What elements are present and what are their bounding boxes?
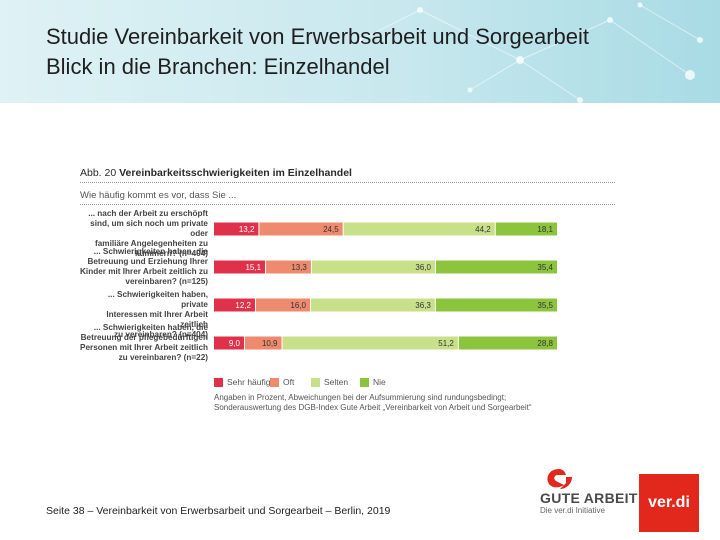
row-label-line: ... Schwierigkeiten haben, die xyxy=(93,323,208,332)
row-label-line: Betreuung der pflegebedürftigen xyxy=(80,333,208,342)
page-title: Studie Vereinbarkeit von Erwerbsarbeit u… xyxy=(46,24,589,49)
note-line: Sonderauswertung des DGB-Index Gute Arbe… xyxy=(214,403,532,412)
row-label-line: sind, um sich noch um private oder xyxy=(90,219,208,238)
bar-segment xyxy=(435,260,557,274)
row-label: ... Schwierigkeiten haben, die Betreuung … xyxy=(80,247,208,287)
figure-number: Abb. 20 xyxy=(80,167,117,179)
header-banner: Studie Vereinbarkeit von Erwerbsarbeit u… xyxy=(0,0,720,103)
legend-label: Oft xyxy=(283,377,295,387)
bar-segment xyxy=(282,336,458,350)
data-label: 51,2 xyxy=(438,339,454,348)
legend-label: Sehr häufig xyxy=(227,377,271,387)
data-label: 9,0 xyxy=(229,339,241,348)
row-label-line: vereinbaren? (n=125) xyxy=(125,277,208,286)
bar-segment xyxy=(311,298,435,312)
network-decoration xyxy=(358,2,703,103)
data-label: 28,8 xyxy=(537,339,553,348)
gute-arbeit-wordmark: GUTE ARBEIT xyxy=(540,490,638,506)
bar-segment xyxy=(255,298,311,312)
bar-segment xyxy=(259,222,343,236)
row-label: ... nach der Arbeit zu erschöpft sind, um… xyxy=(80,209,208,259)
data-label: 16,0 xyxy=(290,301,306,310)
row-label-line: kümmern? (n=404) xyxy=(134,249,208,258)
data-label: 10,9 xyxy=(262,339,278,348)
bar-segment xyxy=(214,336,244,350)
bar-segment xyxy=(214,260,266,274)
data-label: 18,1 xyxy=(537,225,553,234)
row-label-line: Kinder mit Ihrer Arbeit zeitlich zu xyxy=(80,267,208,276)
legend-label: Nie xyxy=(373,377,386,387)
row-label-line: Interessen mit Ihrer Arbeit zeitlich xyxy=(106,310,208,329)
gute-arbeit-emblem-icon xyxy=(547,469,572,489)
figure-heading: Abb. 20 Vereinbarkeitsschwierigkeiten im… xyxy=(80,167,352,179)
legend-swatch xyxy=(270,378,279,387)
divider xyxy=(80,204,615,205)
bar-segment xyxy=(311,260,435,274)
bar-segment xyxy=(458,336,557,350)
verdi-logo: ver.di xyxy=(639,474,699,532)
data-label: 35,4 xyxy=(537,263,553,272)
gute-arbeit-logo: GUTE ARBEIT Die ver.di Initiative xyxy=(540,468,637,518)
row-label-line: ... Schwierigkeiten haben, die xyxy=(93,247,208,256)
data-label: 44,2 xyxy=(475,225,491,234)
data-label: 36,3 xyxy=(415,301,431,310)
figure-title: Vereinbarkeitsschwierigkeiten im Einzelh… xyxy=(119,167,352,179)
bar-segment xyxy=(266,260,311,274)
footer-text: Seite 38 – Vereinbarkeit von Erwerbsarbe… xyxy=(46,505,391,517)
bar-segment xyxy=(435,298,557,312)
row-label-line: Personen mit Ihrer Arbeit zeitlich xyxy=(80,343,208,352)
data-label: 12,2 xyxy=(235,301,251,310)
divider xyxy=(80,182,615,183)
note-line: Angaben in Prozent, Abweichungen bei der… xyxy=(214,393,507,402)
chart-note: Angaben in Prozent, Abweichungen bei der… xyxy=(214,393,614,413)
legend-swatch xyxy=(214,378,223,387)
data-label: 13,3 xyxy=(291,263,307,272)
data-label: 36,0 xyxy=(415,263,431,272)
row-label-line: zu vereinbaren? (n=404) xyxy=(114,330,208,339)
data-label: 13,2 xyxy=(239,225,255,234)
legend-swatch xyxy=(311,378,320,387)
row-label-line: ... nach der Arbeit zu erschöpft xyxy=(88,209,208,218)
legend-label: Selten xyxy=(324,377,349,387)
data-label: 35,5 xyxy=(537,301,553,310)
bar-segment xyxy=(343,222,495,236)
page-subtitle: Blick in die Branchen: Einzelhandel xyxy=(46,54,390,79)
gute-arbeit-subline: Die ver.di Initiative xyxy=(540,506,605,515)
bar-segment xyxy=(214,298,255,312)
data-label: 24,5 xyxy=(323,225,339,234)
legend-swatch xyxy=(360,378,369,387)
bar-segment xyxy=(214,222,259,236)
figure-question: Wie häufig kommt es vor, dass Sie ... xyxy=(80,190,237,201)
verdi-wordmark: ver.di xyxy=(648,494,690,511)
row-label: ... Schwierigkeiten haben, private Intere… xyxy=(80,290,208,340)
row-label: ... Schwierigkeiten haben, die Betreuung … xyxy=(80,323,208,363)
row-label-line: zu vereinbaren? (n=22) xyxy=(118,353,208,362)
bar-segment xyxy=(244,336,282,350)
row-label-line: ... Schwierigkeiten haben, private xyxy=(107,290,208,309)
data-label: 15,1 xyxy=(245,263,261,272)
row-label-line: familiäre Angelegenheiten zu xyxy=(95,239,208,248)
bar-segment xyxy=(495,222,557,236)
row-label-line: Betreuung und Erziehung Ihrer xyxy=(87,257,208,266)
